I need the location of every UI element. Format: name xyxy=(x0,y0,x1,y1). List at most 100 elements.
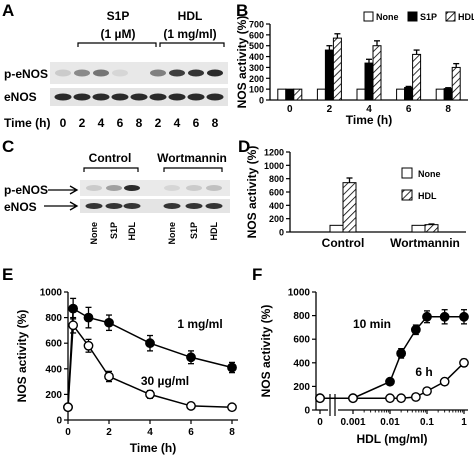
chart-f-ylabel: NOS activity (%) xyxy=(259,305,273,398)
chart-e-series-2-point xyxy=(83,340,94,351)
chart-b-bar xyxy=(293,88,303,101)
blot-a-e-band xyxy=(73,93,91,101)
chart-f-xtick-label: 1 xyxy=(461,417,467,428)
blot-c-e-band xyxy=(163,203,181,209)
chart-b-xtick-label: 2 xyxy=(327,104,333,115)
chart-f-series-1-point xyxy=(459,311,469,322)
chart-d-legend-label: None xyxy=(418,169,441,179)
chart-b-xlabel: Time (h) xyxy=(346,113,392,127)
blot-c-group2: Wortmannin xyxy=(157,151,227,165)
blot-c-lane-label: S1P xyxy=(189,222,199,239)
chart-f-series-2-point xyxy=(348,393,358,404)
chart-b-bar xyxy=(451,66,461,101)
chart-e-series-label: 30 µg/ml xyxy=(141,374,189,388)
chart-b-bar xyxy=(277,88,287,101)
blot-c-lane-label: HDL xyxy=(209,222,219,241)
chart-f-series-2-point xyxy=(422,386,432,397)
chart-b-bar xyxy=(435,88,445,101)
blot-a-p-band xyxy=(188,69,204,77)
chart-b-ytick-label: 700 xyxy=(249,20,264,30)
chart-d-ytick-label: 200 xyxy=(269,214,284,224)
chart-b-bar xyxy=(364,62,374,101)
chart-b-xtick-label: 4 xyxy=(366,104,372,115)
chart-d-ytick-label: 1000 xyxy=(264,161,284,171)
chart-b-ylabel: NOS activity (%) xyxy=(235,16,249,109)
chart-f-xtick-label: 0.001 xyxy=(340,417,365,428)
chart-f-series-2-point xyxy=(396,393,407,404)
blot-c-e-band xyxy=(185,203,203,209)
chart-f-series-label: 10 min xyxy=(353,317,391,331)
chart-e-xtick-label: 6 xyxy=(188,427,194,438)
chart-f-series-1-point xyxy=(385,376,395,387)
blot-a-group1: S1P xyxy=(107,9,130,23)
chart-e-series-1-point xyxy=(68,303,79,314)
chart-b-bar xyxy=(324,49,334,101)
blot-a-lane-label: 2 xyxy=(155,116,162,130)
chart-e-series-1-point xyxy=(227,362,237,373)
panel-label-f: F xyxy=(252,265,262,284)
chart-b-legend-label: S1P xyxy=(420,12,437,22)
chart-e-ytick-label: 200 xyxy=(45,390,62,401)
chart-b-legend-swatch xyxy=(445,11,456,22)
chart-d-ytick-label: 400 xyxy=(269,201,284,211)
blot-a-group2-sub: (1 mg/ml) xyxy=(163,27,216,41)
chart-b-bar xyxy=(443,88,453,101)
chart-f-series-2-point xyxy=(439,376,450,387)
blot-c-bracket1 xyxy=(83,167,139,172)
blot-c-row2: eNOS xyxy=(4,200,37,214)
chart-e-series-2-point xyxy=(186,401,196,411)
blot-c-e-band xyxy=(205,203,223,209)
chart-f-xtick-label: 0.01 xyxy=(380,417,400,428)
blot-a-lane-label: 6 xyxy=(193,116,200,130)
blot-a-p-strip xyxy=(50,62,228,84)
blot-a-p-band xyxy=(150,69,166,77)
blot-a-row1: p-eNOS xyxy=(4,67,48,81)
chart-b-xtick-label: 6 xyxy=(406,104,412,115)
chart-f-series-1-point xyxy=(422,311,432,322)
chart-e-series-2-point xyxy=(104,371,114,382)
chart-e-ytick-label: 0 xyxy=(56,416,62,427)
chart-f-series-label: 6 h xyxy=(415,365,432,379)
chart-e-series-1-point xyxy=(83,312,94,323)
blot-c-lane-label: HDL xyxy=(127,222,137,241)
chart-f: 0 200 400 600 800 1000 NOS activity (%) 0 0.001 0… xyxy=(259,288,469,446)
chart-f-xlabel: HDL (mg/ml) xyxy=(356,432,427,446)
blot-c-arrow1 xyxy=(48,185,79,195)
chart-f-ytick-label: 1000 xyxy=(288,288,311,299)
blot-c-p-band xyxy=(206,185,222,191)
chart-d-legend-label: HDL xyxy=(418,191,437,201)
blot-a-lane-label: 4 xyxy=(98,116,105,130)
blot-a-lane-label: 6 xyxy=(117,116,124,130)
blot-a-p-band xyxy=(74,69,90,77)
blot-c-arrow2 xyxy=(44,201,79,211)
chart-e-ytick-label: 400 xyxy=(45,364,62,375)
chart-d-xtick-label: Control xyxy=(322,236,365,250)
chart-e-ytick-label: 800 xyxy=(45,313,62,324)
chart-d-ytick-label: 1200 xyxy=(264,148,284,158)
chart-d-bar xyxy=(329,224,344,233)
chart-b-legend-swatch xyxy=(407,11,418,22)
blot-a-group2: HDL xyxy=(178,9,203,23)
chart-f-series-1-point xyxy=(396,348,407,359)
blot-a-e-band xyxy=(54,93,72,101)
blot-c-row1: p-eNOS xyxy=(4,183,48,197)
panel-label-c: C xyxy=(2,137,14,156)
chart-f-xtick-label: 0 xyxy=(317,417,323,428)
blot-a: S1P (1 µM) HDL (1 mg/ml) p-eNOS eNOS Tim… xyxy=(4,9,228,130)
chart-b-xtick-label: 8 xyxy=(445,104,451,115)
chart-d: 0 200 400 600 800 1000 1200 NOS activity (%) Con… xyxy=(245,146,466,250)
blot-a-p-band xyxy=(93,69,109,77)
blot-a-e-band xyxy=(149,93,167,101)
chart-e: 0 200 400 600 800 1000 NOS activity (%) 0 2 4 6 8 Ti… xyxy=(15,288,238,455)
chart-d-legend-swatch xyxy=(401,167,413,179)
chart-b-ytick-label: 0 xyxy=(259,96,264,106)
chart-b-ytick-label: 100 xyxy=(249,85,264,95)
chart-b-legend-label: HDL xyxy=(458,12,474,22)
chart-b-legend-label: None xyxy=(376,12,399,22)
blot-a-bracket1 xyxy=(77,42,157,47)
chart-e-ytick-label: 1000 xyxy=(40,288,63,299)
blot-c-e-band xyxy=(105,203,123,209)
blot-a-e-band xyxy=(111,93,129,101)
